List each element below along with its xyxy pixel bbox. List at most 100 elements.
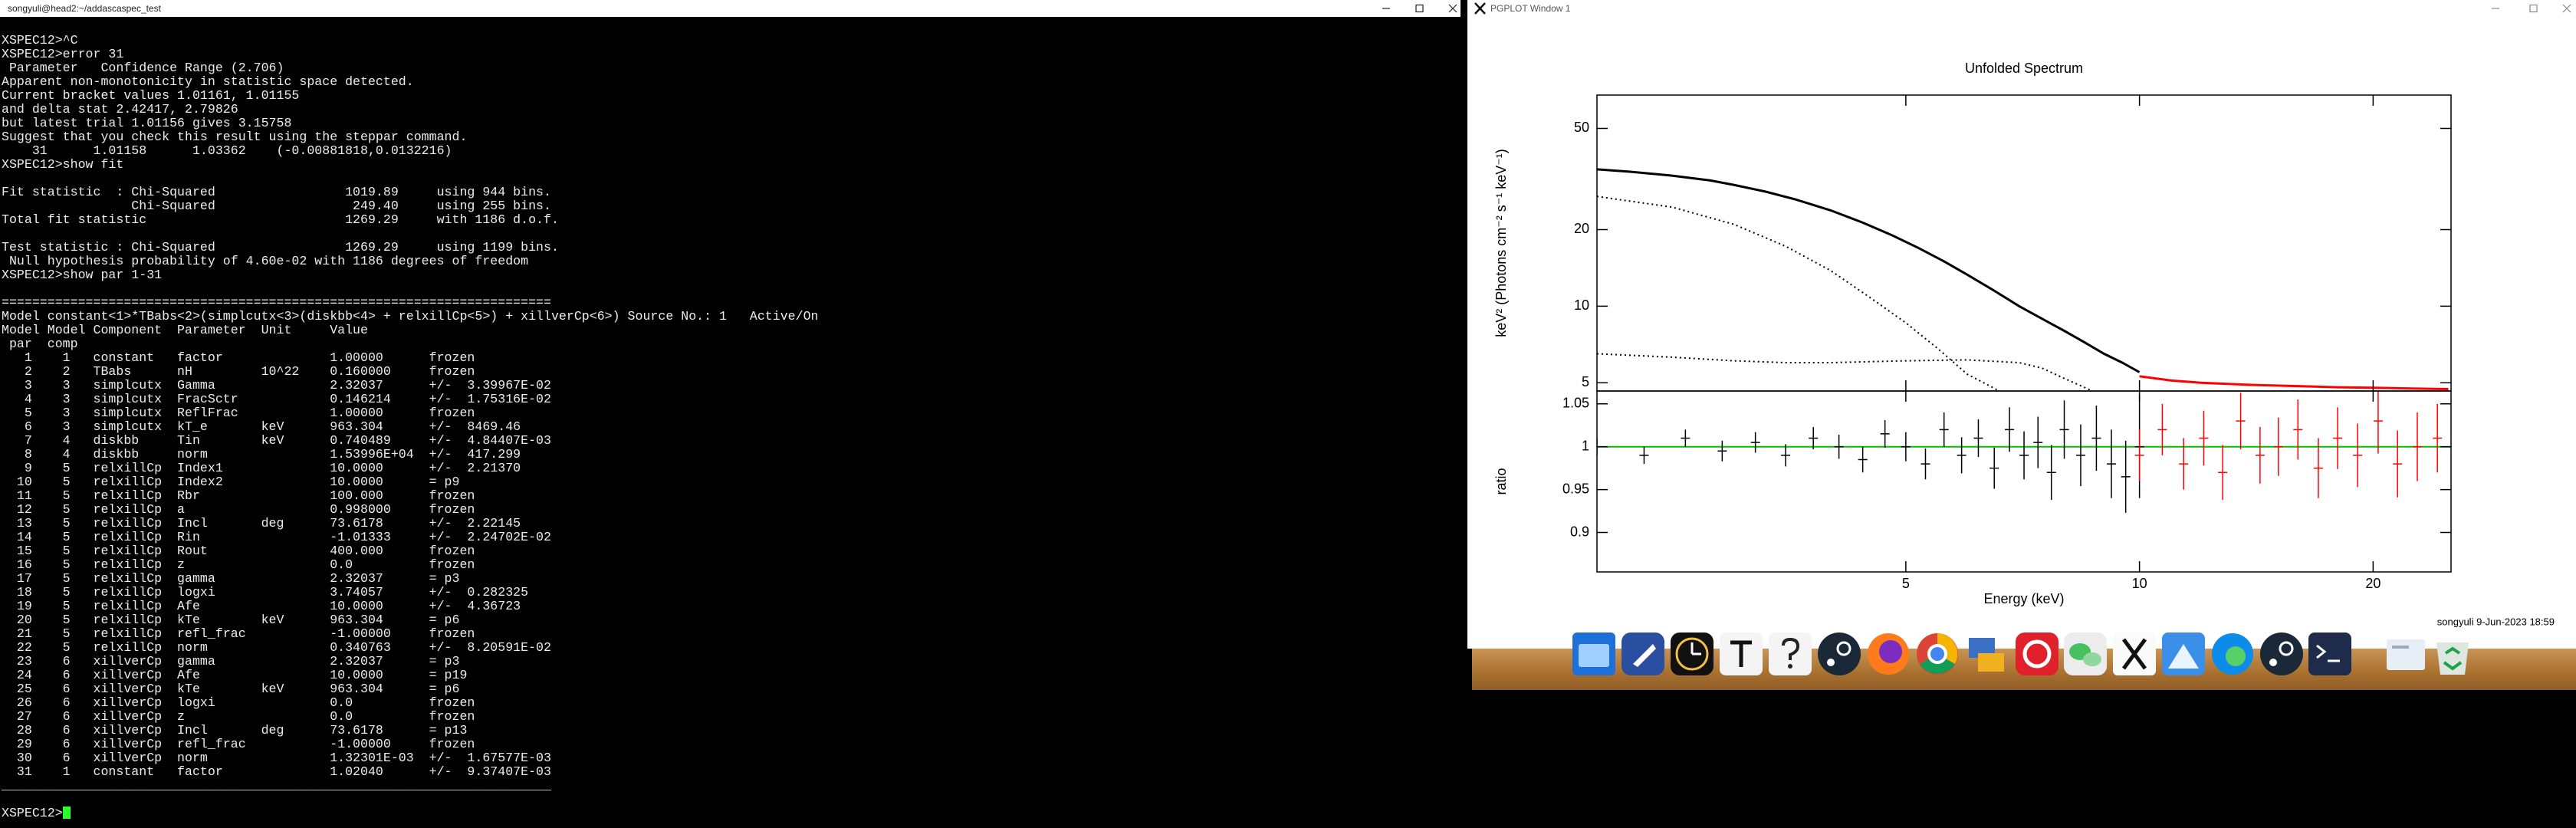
terminal-line: 22 5 relxillCp norm 0.340763 +/- 8.20591… [2, 641, 819, 655]
terminal-title: songyuli@head2:~/addascaspec_test [8, 3, 161, 14]
line-text: 9 5 relxillCp Index1 10.0000 +/- 2.21370 [2, 461, 521, 475]
line-text: Parameter Confidence Range (2.706) [2, 61, 284, 75]
ratio-point [2199, 410, 2209, 466]
spectrum-plot: songyuli 9-Jun-2023 18:59 Unfolded Spect… [1493, 61, 2555, 628]
terminal-line: 18 5 relxillCp logxi 3.74057 +/- 0.28232… [2, 586, 819, 600]
terminal-line: 28 6 xillverCp Incl deg 73.6178 = p13 [2, 724, 819, 738]
ratio-point [2218, 445, 2228, 501]
panel-frame [1596, 390, 2452, 573]
ratio-point [1957, 437, 1967, 474]
maximize-button[interactable] [2529, 4, 2538, 13]
ratio-point [2413, 412, 2422, 481]
ratio-point [2106, 429, 2116, 498]
line-text: Test statistic : Chi-Squared 1269.29 usi… [2, 240, 559, 255]
line-text: and delta stat 2.42417, 2.79826 [2, 102, 238, 117]
line-text: Apparent non-monotonicity in statistic s… [2, 74, 414, 89]
line-text: Suggest that you check this result using… [2, 130, 468, 144]
terminal-line: 21 5 relxillCp refl_frac -1.00000 frozen [2, 627, 819, 641]
terminal-line: XSPEC12>show fit [2, 158, 819, 172]
close-button[interactable] [1448, 4, 1457, 13]
line-text: 29 6 xillverCp refl_frac -1.00000 frozen [2, 737, 475, 751]
ratio-point [1901, 432, 1911, 462]
terminal-line: XSPEC12> [2, 807, 819, 820]
terminal-line: 8 4 diskbb norm 1.53996E+04 +/- 417.299 [2, 448, 819, 462]
terminal-line: 23 6 xillverCp gamma 2.32037 = p3 [2, 655, 819, 669]
x-logo [1474, 2, 1486, 15]
line-text: 6 3 simplcutx kT_e keV 963.304 +/- 8469.… [2, 419, 521, 434]
terminal-line: and delta stat 2.42417, 2.79826 [2, 103, 819, 117]
line-text: XSPEC12> [2, 806, 63, 820]
y-tick-label: 50 [1574, 120, 1589, 135]
line-text: 3 3 simplcutx Gamma 2.32037 +/- 3.39967E… [2, 378, 551, 393]
panel-frame [1596, 94, 2452, 392]
y-axis-label: ratio [1493, 468, 1509, 495]
terminal-line: 10 5 relxillCp Index2 10.0000 = p9 [2, 475, 819, 489]
plot-footer: songyuli 9-Jun-2023 18:59 [2437, 616, 2555, 627]
window-controls [1382, 4, 1457, 13]
ratio-point [1809, 426, 1819, 450]
line-text: Current bracket values 1.01161, 1.01155 [2, 88, 300, 103]
terminal-line: XSPEC12>^C [2, 34, 819, 48]
ratio-point [2019, 431, 2029, 480]
x-tick-label: 20 [2365, 576, 2380, 591]
terminal-line: Current bracket values 1.01161, 1.01155 [2, 89, 819, 103]
line-text: 10 5 relxillCp Index2 10.0000 = p9 [2, 475, 460, 489]
terminal-line: 20 5 relxillCp kTe keV 963.304 = p6 [2, 613, 819, 627]
close-button[interactable] [2562, 4, 2571, 13]
terminal-line: Fit statistic : Chi-Squared 1019.89 usin… [2, 186, 819, 199]
terminal-line: ________________________________________… [2, 779, 819, 793]
terminal-line: Null hypothesis probability of 4.60e-02 … [2, 255, 819, 268]
terminal-line: 15 5 relxillCp Rout 400.000 frozen [2, 544, 819, 558]
line-text: XSPEC12>show par 1-31 [2, 268, 163, 282]
ratio-point [2179, 438, 2189, 490]
line-text: 5 3 simplcutx ReflFrac 1.00000 frozen [2, 406, 475, 420]
ratio-point [2059, 400, 2069, 459]
terminal-line: 3 3 simplcutx Gamma 2.32037 +/- 3.39967E… [2, 379, 819, 393]
terminal-window: songyuli@head2:~/addascaspec_test XSPEC1… [0, 0, 1460, 820]
line-text: Chi-Squared 249.40 using 255 bins. [2, 199, 551, 213]
ratio-point [2005, 407, 2015, 452]
line-text: 17 5 relxillCp gamma 2.32037 = p3 [2, 571, 460, 586]
x-axis-label: Energy (keV) [1983, 591, 2064, 606]
pgplot-title: PGPLOT Window 1 [1490, 3, 1571, 14]
terminal-line: Chi-Squared 249.40 using 255 bins. [2, 199, 819, 213]
line-text: 24 6 xillverCp Afe 10.0000 = p19 [2, 668, 468, 682]
terminal-line: Test statistic : Chi-Squared 1269.29 usi… [2, 241, 819, 255]
dock-background [1472, 649, 2576, 690]
output-block: XSPEC12>^C XSPEC12>error 31 Parameter Con… [2, 34, 819, 172]
terminal-line: 13 5 relxillCp Incl deg 73.6178 +/- 2.22… [2, 517, 819, 531]
terminal-line: 1 1 constant factor 1.00000 frozen [2, 351, 819, 365]
terminal-line: 2 2 TBabs nH 10^22 0.160000 frozen [2, 365, 819, 379]
line-text: 30 6 xillverCp norm 1.32301E-03 +/- 1.67… [2, 751, 551, 765]
terminal-line: 31 1.01158 1.03362 (-0.00881818,0.013221… [2, 144, 819, 158]
line-text: Model Model Component Parameter Unit Val… [2, 323, 368, 337]
output-block: XSPEC12> [2, 807, 819, 820]
line-text: 26 6 xillverCp logxi 0.0 frozen [2, 695, 475, 710]
panel-data [1597, 391, 2451, 513]
model-curve [1597, 353, 2093, 391]
window-controls [2492, 4, 2571, 13]
terminal-line: Model Model Component Parameter Unit Val… [2, 324, 819, 337]
maximize-button[interactable] [1415, 4, 1424, 13]
terminal-line: par comp [2, 337, 819, 351]
ratio-point [2091, 406, 2101, 472]
terminal-line: 9 5 relxillCp Index1 10.0000 +/- 2.21370 [2, 462, 819, 475]
ratio-point [1750, 432, 1760, 453]
terminal-line: 24 6 xillverCp Afe 10.0000 = p19 [2, 669, 819, 682]
line-text: 19 5 relxillCp Afe 10.0000 +/- 4.36723 [2, 599, 521, 613]
ratio-point [2293, 399, 2303, 460]
line-text: 8 4 diskbb norm 1.53996E+04 +/- 417.299 [2, 447, 521, 462]
line-text: 14 5 relxillCp Rin -1.01333 +/- 2.24702E… [2, 530, 551, 544]
terminal-line: 17 5 relxillCp gamma 2.32037 = p3 [2, 572, 819, 586]
x-tick-label: 10 [2132, 576, 2147, 591]
ratio-point [2393, 430, 2403, 498]
output-block: ========================================… [2, 296, 819, 793]
line-text: 7 4 diskbb Tin keV 0.740489 +/- 4.84407E… [2, 433, 551, 448]
terminal-line: 30 6 xillverCp norm 1.32301E-03 +/- 1.67… [2, 751, 819, 765]
ratio-point [2033, 416, 2043, 468]
line-text: Fit statistic : Chi-Squared 1019.89 usin… [2, 185, 551, 199]
ratio-point [2134, 429, 2144, 481]
ratio-point [2313, 438, 2323, 498]
